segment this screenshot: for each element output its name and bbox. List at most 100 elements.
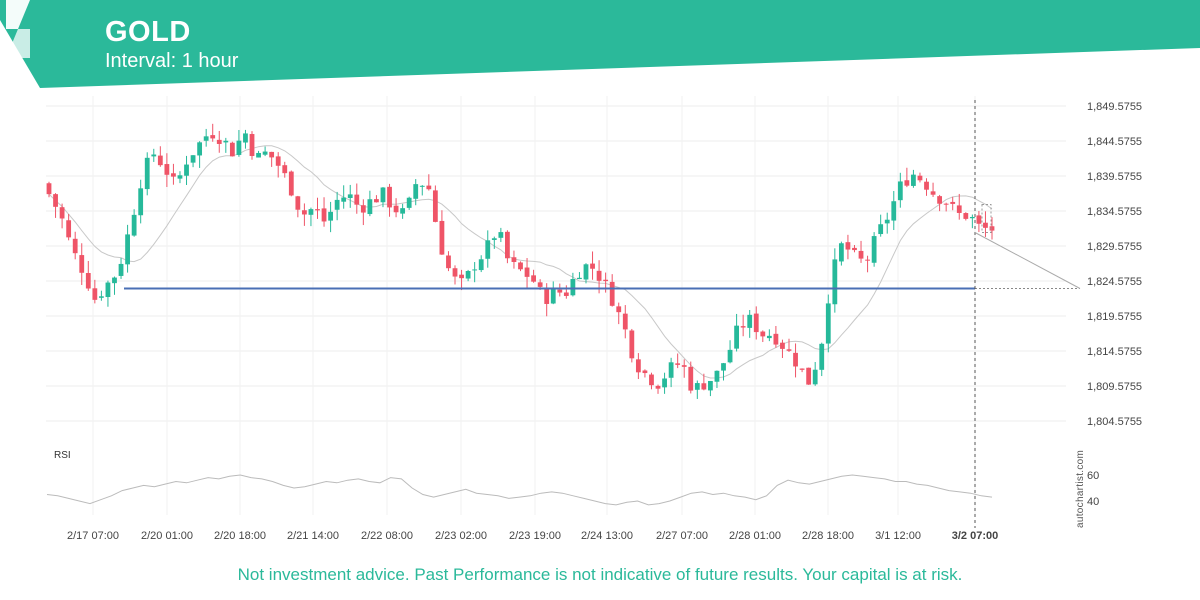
autochartist-logo-icon [6,0,30,58]
candle-body [989,226,995,231]
candle-body [983,222,988,228]
candle-body [629,330,635,359]
candle-body [590,263,595,269]
candle-body [216,139,222,144]
candle-body [753,313,759,333]
candle-body [144,157,150,190]
moving-average [48,145,993,379]
candle-body [177,175,183,179]
candle-body [249,134,255,156]
candle-body [459,274,464,279]
candle-body [275,156,281,166]
candle-body [897,181,903,201]
candle-body [976,215,982,224]
candle-body [740,326,746,328]
rsi-label: RSI [54,450,71,461]
candle-body [806,367,812,385]
candle-body [714,370,720,382]
candle-body [819,343,825,370]
rsi-tick-label: 40 [1087,496,1099,508]
candle-body [400,208,406,214]
candle-body [491,238,497,240]
time-tick-label: 2/22 08:00 [361,530,413,542]
candle-body [229,142,235,157]
candle-body [518,262,523,270]
candle-body [911,174,916,186]
time-tick-label: 2/20 18:00 [214,530,266,542]
candle-body [937,196,943,204]
candle-body [773,333,779,345]
candle-body [577,277,582,280]
candle-body [393,205,399,213]
price-tick-label: 1,814.5755 [1087,346,1142,358]
candle-body [943,203,949,205]
candle-body [845,242,851,250]
candle-body [812,369,818,385]
candle-body [419,185,425,187]
candle-body [432,190,438,222]
candle-body [472,269,478,271]
candle-body [426,185,432,190]
candle-body [131,214,137,236]
candle-body [924,181,929,190]
candle-body [635,359,641,373]
candle-body [184,164,189,176]
candle-body [583,264,589,280]
candle-body [498,232,504,238]
candle-body [544,287,550,304]
candle-body [688,366,694,391]
forecast-box [981,204,992,233]
time-tick-label: 2/28 18:00 [802,530,854,542]
candle-body [675,363,681,365]
time-tick-label: 2/23 02:00 [435,530,487,542]
candle-body [701,383,707,390]
candle-body [347,194,353,199]
candle-body [203,136,209,141]
price-tick-label: 1,824.5755 [1087,276,1142,288]
candle-body [171,173,176,177]
candle-body [98,296,104,298]
candle-body [380,187,386,203]
candle-body [236,140,242,155]
candle-body [406,197,412,208]
candle-body [969,216,975,219]
candle-body [439,220,445,255]
candle-body [708,380,713,391]
time-tick-label: 2/17 07:00 [67,530,119,542]
time-tick-label: 3/2 07:00 [952,530,998,542]
candle-body [550,288,556,304]
instrument-title: GOLD [105,16,191,48]
price-axis: 1,849.5755 1,844.5755 1,839.5755 1,834.5755… [1087,101,1142,428]
candle-body [328,211,333,221]
candle-body [649,374,654,386]
time-tick-label: 2/27 07:00 [656,530,708,542]
candle-body [963,213,969,219]
price-tick-label: 1,829.5755 [1087,241,1142,253]
candle-body [786,349,792,351]
candle-body [46,183,52,195]
candle-body [72,238,78,254]
time-tick-label: 2/20 01:00 [141,530,193,542]
candle-body [596,270,602,281]
candle-body [157,155,163,166]
candle-body [223,140,229,143]
candle-body [125,234,130,265]
candle-body [243,133,248,143]
candle-body [262,151,268,155]
forecast-line [974,232,1081,289]
candle-body [341,197,347,202]
candle-body [655,385,661,389]
candle-body [721,363,726,371]
candle-body [871,236,877,263]
candle-body [642,370,648,374]
candle-body [334,199,340,210]
candle-body [210,135,216,139]
candle-body [288,171,294,196]
candle-body [190,155,196,163]
candle-body [780,342,785,349]
candle-body [85,273,91,289]
candle-body [852,247,857,251]
candle-body [413,184,419,199]
candle-body [563,292,569,296]
rsi-tick-label: 60 [1087,470,1099,482]
